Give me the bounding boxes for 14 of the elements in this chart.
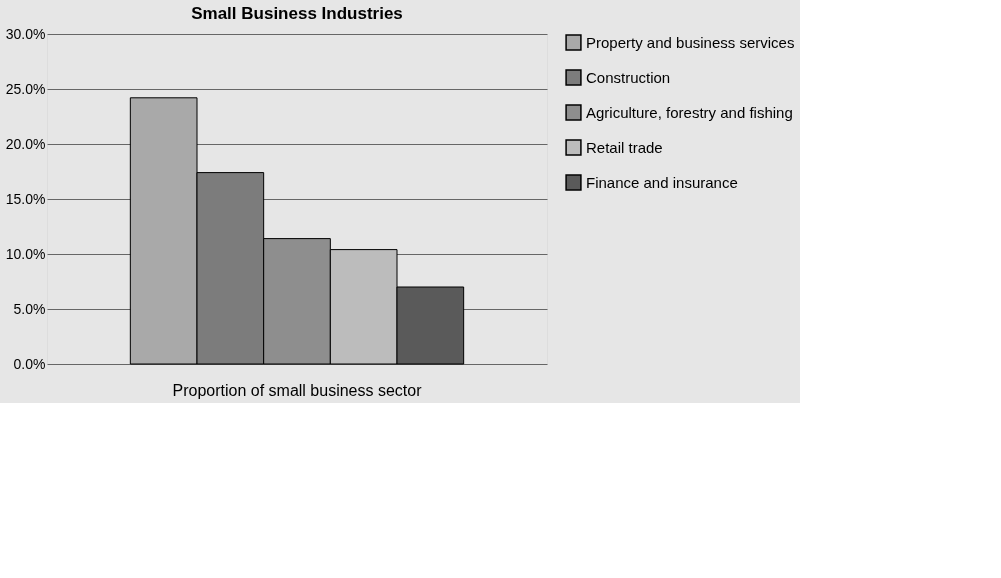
legend-label: Finance and insurance bbox=[586, 173, 738, 191]
y-tick-label: 15.0% bbox=[5, 190, 46, 207]
y-tick-label: 20.0% bbox=[5, 135, 46, 152]
legend-label: Property and business services bbox=[586, 33, 795, 51]
y-tick-label: 25.0% bbox=[5, 80, 46, 97]
legend-label: Agriculture, forestry and fishing bbox=[586, 103, 793, 121]
chart-title: Small Business Industries bbox=[191, 4, 403, 23]
y-tick-label: 5.0% bbox=[13, 300, 46, 317]
y-tick-label: 10.0% bbox=[5, 245, 46, 262]
legend-label: Retail trade bbox=[586, 138, 663, 156]
legend-label: Construction bbox=[586, 68, 671, 86]
x-tick-label: Proportion of small business sector bbox=[172, 381, 423, 399]
y-tick-label: 30.0% bbox=[5, 25, 46, 42]
y-tick-label: 0.0% bbox=[13, 355, 46, 372]
